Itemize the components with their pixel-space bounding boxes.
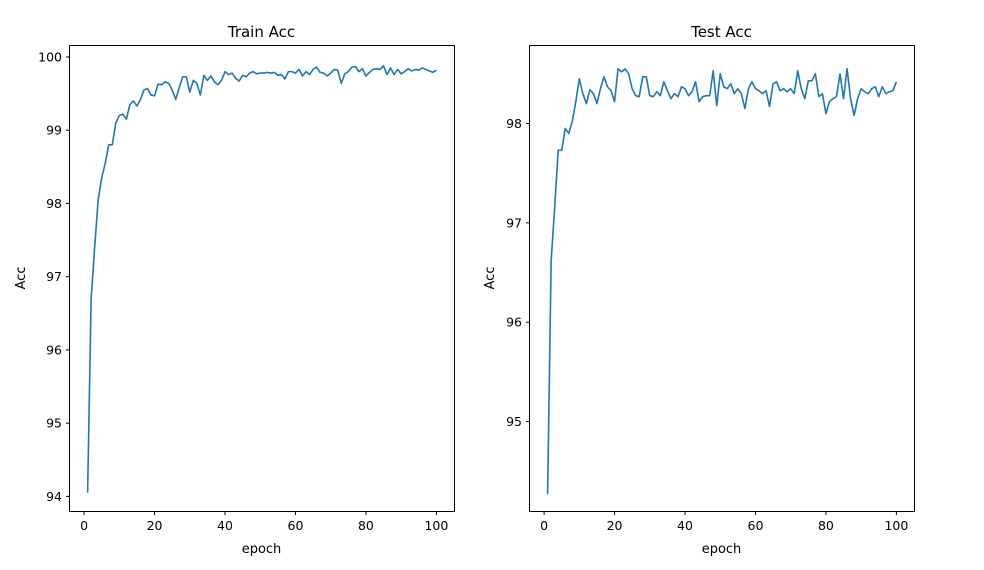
x-tick-label: 20	[147, 518, 163, 533]
x-tick-label: 60	[748, 518, 764, 533]
x-tick-label: 40	[217, 518, 233, 533]
train-acc-chart: Train Acc 0 20 40 60 80 100 94 95 96 97 98 99 100 ep…	[14, 23, 455, 557]
x-tick-label: 60	[288, 518, 304, 533]
test-acc-chart: Test Acc 0 20 40 60 80 100 95 96 97 98 epoch Acc	[483, 23, 915, 557]
x-tick-label: 80	[358, 518, 374, 533]
y-tick-label: 98	[46, 196, 62, 211]
axes-frame	[69, 45, 455, 512]
y-axis-label: Acc	[14, 267, 29, 290]
axes-frame	[529, 45, 915, 512]
y-tick-label: 94	[46, 489, 62, 504]
x-tick-label: 100	[884, 518, 908, 533]
x-tick-label: 40	[677, 518, 693, 533]
y-tick-label: 96	[506, 315, 522, 330]
y-axis-label: Acc	[483, 267, 498, 290]
x-axis-label: epoch	[242, 542, 282, 557]
x-tick-label: 20	[607, 518, 623, 533]
y-tick-label: 96	[46, 342, 62, 357]
y-tick-label: 95	[46, 416, 62, 431]
chart-title: Test Acc	[690, 23, 752, 41]
x-tick-label: 100	[424, 518, 448, 533]
series-line	[86, 64, 437, 493]
x-axis-label: epoch	[702, 542, 742, 557]
y-tick-label: 100	[38, 49, 62, 64]
y-tick-label: 97	[506, 215, 522, 230]
series-line	[546, 68, 898, 495]
x-tick-label: 80	[818, 518, 834, 533]
chart-title: Train Acc	[227, 23, 295, 41]
y-tick-label: 99	[46, 123, 62, 138]
y-tick-label: 95	[506, 414, 522, 429]
y-tick-label: 98	[506, 116, 522, 131]
x-tick-label: 0	[540, 518, 548, 533]
x-tick-label: 0	[80, 518, 88, 533]
axis-ticks: 0 20 40 60 80 100 95 96 97 98	[506, 116, 908, 533]
y-tick-label: 97	[46, 269, 62, 284]
axis-ticks: 0 20 40 60 80 100 94 95 96 97 98 99 100	[38, 49, 448, 533]
